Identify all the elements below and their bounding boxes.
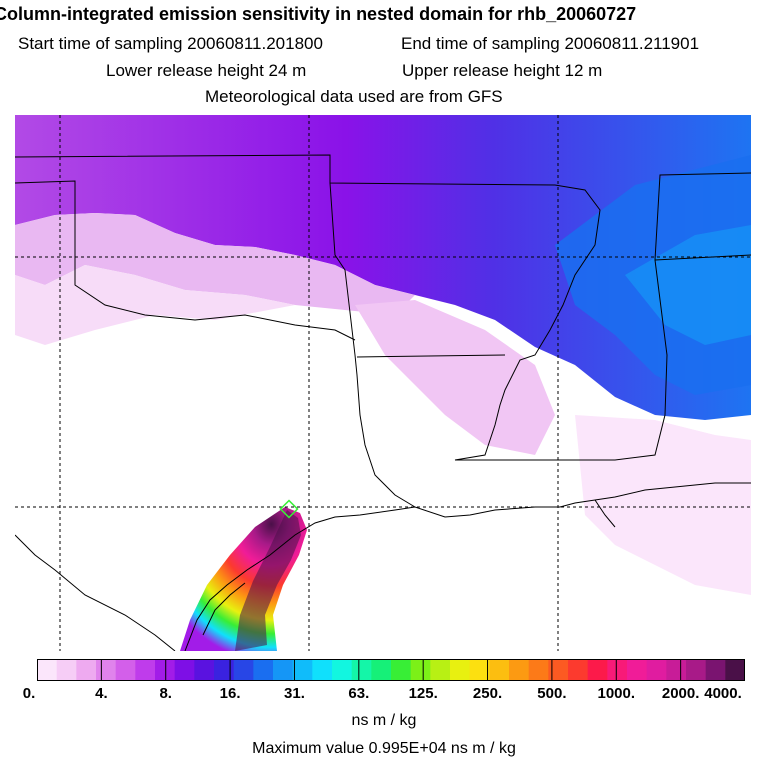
map-title: Column-integrated emission sensitivity i… <box>0 4 637 24</box>
station-marker <box>279 499 299 519</box>
color-bar-swatch <box>686 659 707 681</box>
color-bar-tick-label: 8. <box>159 685 172 702</box>
color-bar-tick-label: 4. <box>95 685 108 702</box>
color-bar-swatch <box>450 659 471 681</box>
color-bar-swatch <box>273 659 294 681</box>
color-bar-swatch <box>705 659 726 681</box>
color-bar-tick-label: 16. <box>219 685 241 702</box>
color-bar <box>37 659 745 681</box>
color-bar-tick-label: 1000. <box>597 685 636 702</box>
color-bar-tick-label: 250. <box>472 685 503 702</box>
color-bar-swatch <box>646 659 667 681</box>
color-bar-swatch <box>627 659 648 681</box>
color-bar-swatch <box>194 659 215 681</box>
color-bar-swatch <box>489 659 510 681</box>
end-time-label: End time of sampling 20060811.211901 <box>401 34 700 53</box>
color-bar-tick-label: 2000. <box>661 685 700 702</box>
color-bar-swatch <box>587 659 608 681</box>
color-bar-swatch <box>76 659 97 681</box>
color-bar-tick-label: 125. <box>408 685 438 702</box>
color-bar-swatch <box>430 659 451 681</box>
color-bar-swatch <box>509 659 530 681</box>
lower-release-label: Lower release height 24 m <box>106 61 307 80</box>
color-bar-swatch <box>115 659 136 681</box>
color-bar-swatch <box>96 659 117 681</box>
color-bar-swatch <box>56 659 77 681</box>
color-bar-swatch <box>410 659 431 681</box>
sensitivity-map <box>15 115 751 651</box>
color-bar-swatch <box>568 659 589 681</box>
color-bar-swatch <box>253 659 274 681</box>
color-bar-swatch <box>135 659 156 681</box>
color-bar-swatch <box>292 659 313 681</box>
color-bar-tick-label: 500. <box>537 685 567 702</box>
color-bar-swatch <box>371 659 392 681</box>
color-bar-swatch <box>548 659 569 681</box>
color-bar-tick-label: 4000. <box>704 685 742 702</box>
color-bar-swatch <box>312 659 333 681</box>
start-time-label: Start time of sampling 20060811.201800 <box>18 34 323 53</box>
color-bar-swatch <box>607 659 628 681</box>
color-bar-swatch <box>37 659 58 681</box>
color-bar-swatch <box>332 659 353 681</box>
color-bar-swatch <box>469 659 490 681</box>
color-bar-swatch <box>391 659 412 681</box>
color-bar-swatch <box>666 659 687 681</box>
color-bar-tick-label: 63. <box>348 685 370 702</box>
color-bar-tick-label: 0. <box>22 685 36 702</box>
color-bar-swatch <box>233 659 254 681</box>
color-bar-tick-label: 31. <box>284 685 305 702</box>
color-bar-swatch <box>351 659 372 681</box>
met-data-label: Meteorological data used are from GFS <box>205 87 503 106</box>
max-value-label: Maximum value 0.995E+04 ns m / kg <box>252 740 516 757</box>
upper-release-label: Upper release height 12 m <box>402 61 603 80</box>
units-label: ns m / kg <box>351 712 417 729</box>
color-bar-swatch <box>174 659 195 681</box>
color-bar-swatch <box>725 659 745 681</box>
color-bar-swatch <box>528 659 549 681</box>
color-bar-swatch <box>214 659 235 681</box>
color-bar-swatch <box>155 659 176 681</box>
